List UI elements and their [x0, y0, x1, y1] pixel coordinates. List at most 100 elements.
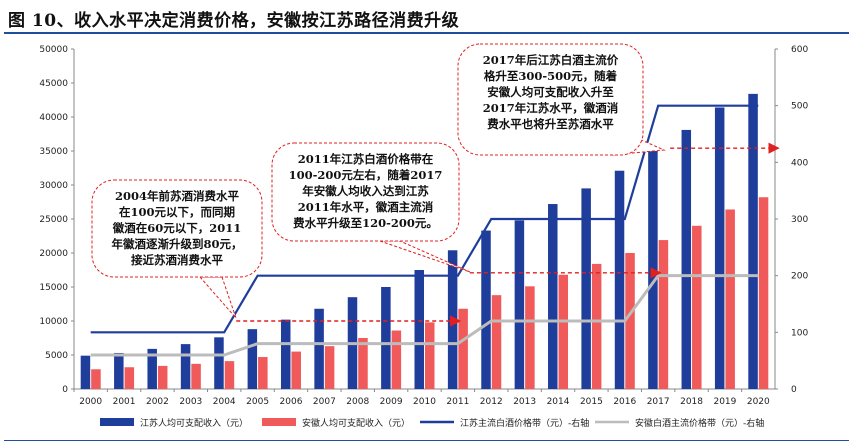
bar-anhui-income [224, 361, 235, 389]
legend-label: 安徽白酒主流价格带（元）-右轴 [635, 417, 764, 429]
callout-text-line: 格升至300-500元，随着 [484, 69, 617, 83]
bar-anhui-income [124, 367, 135, 389]
page-title: 图 10、收入水平决定消费价格，安徽按江苏路径消费升级 [8, 11, 460, 31]
callout-tail [198, 276, 237, 319]
callout-text-line: 在100元以下，而同期 [119, 205, 235, 219]
bar-anhui-income [525, 286, 535, 389]
bar-anhui-income [491, 295, 502, 389]
x-axis-tick-label: 2003 [179, 397, 202, 407]
callout-text-line: 徽酒在60元以下，2011 [112, 221, 242, 235]
bar-jiangsu-income [247, 329, 258, 389]
left-axis-tick-label: 40000 [39, 113, 68, 123]
bar-anhui-income [324, 346, 335, 389]
bar-jiangsu-income [648, 151, 658, 389]
title-rule [4, 32, 849, 34]
left-axis-tick-label: 35000 [39, 147, 68, 157]
legend-label: 江苏主流白酒价格带（元）-右轴 [460, 417, 589, 429]
bar-anhui-income [625, 253, 635, 389]
x-axis-tick-label: 2020 [747, 397, 770, 407]
bar-anhui-income [291, 351, 301, 389]
callout-text-line: 100-200元左右，随着2017 [289, 168, 443, 182]
bar-jiangsu-income [147, 348, 157, 389]
callout-text-line: 费水平也将升至苏酒水平 [487, 117, 614, 131]
legend-swatch-bar [262, 418, 296, 426]
callout-text-line: 安徽人均可支配收入升至 [487, 85, 614, 99]
bar-jiangsu-income [514, 220, 525, 389]
x-axis-tick-label: 2015 [580, 397, 603, 407]
bottom-rule [4, 440, 849, 441]
left-axis-tick-label: 20000 [39, 249, 68, 259]
bar-jiangsu-income [214, 337, 224, 389]
x-axis-tick-label: 2008 [346, 397, 369, 407]
right-axis-tick-label: 100 [791, 328, 808, 338]
bar-anhui-income [458, 308, 468, 389]
x-axis-tick-label: 2009 [380, 397, 403, 407]
bar-anhui-income [191, 363, 201, 389]
left-axis-tick-label: 5000 [45, 351, 68, 361]
bar-jiangsu-income [581, 188, 591, 389]
legend-item: 江苏人均可支配收入（元） [100, 417, 248, 429]
bar-anhui-income [358, 338, 368, 389]
callout-text-line: 年安徽人均收入达到江苏 [302, 184, 429, 198]
legend-item: 安徽人均可支配收入（元） [262, 417, 410, 429]
bar-jiangsu-income [381, 287, 391, 389]
callout-text-line: 2011年江苏白酒价格带在 [298, 152, 434, 166]
x-axis-tick-label: 2005 [246, 397, 269, 407]
x-axis-tick-label: 2018 [680, 397, 703, 407]
left-axis-tick-label: 10000 [39, 317, 68, 327]
legend-label: 安徽人均可支配收入（元） [302, 417, 410, 429]
legend-swatch-bar [100, 418, 134, 426]
bar-jiangsu-income [180, 344, 191, 389]
right-axis-tick-label: 400 [791, 158, 808, 168]
legend-item: 安徽白酒主流价格带（元）-右轴 [595, 417, 764, 429]
bar-anhui-income [758, 197, 769, 389]
right-axis-tick-label: 500 [791, 102, 808, 112]
bar-anhui-income [157, 365, 168, 389]
left-axis-tick-label: 15000 [39, 283, 68, 293]
x-axis-tick-label: 2007 [313, 397, 336, 407]
callout-text-line: 2011年水平，徽酒主流消 [298, 200, 434, 214]
right-axis-tick-label: 0 [791, 385, 797, 395]
x-axis-tick-label: 2011 [446, 397, 469, 407]
x-axis-tick-label: 2000 [79, 397, 102, 407]
x-axis-tick-label: 2017 [647, 397, 670, 407]
bar-jiangsu-income [314, 308, 324, 389]
x-axis-tick-label: 2014 [547, 397, 570, 407]
bar-anhui-income [658, 240, 669, 389]
bar-anhui-income [425, 322, 435, 389]
left-axis-tick-label: 0 [62, 385, 68, 395]
left-axis-tick-label: 30000 [39, 181, 68, 191]
line-anhui-price [90, 274, 759, 357]
x-axis-tick-label: 2019 [713, 397, 736, 407]
callout-text-line: 费水平升级至120-200元。 [293, 216, 438, 230]
callout-box [91, 179, 263, 278]
bar-anhui-income [692, 225, 702, 389]
bar-jiangsu-income [614, 170, 625, 389]
bar-anhui-income [391, 330, 402, 389]
legend-label: 江苏人均可支配收入（元） [140, 417, 248, 429]
left-axis-tick-label: 25000 [39, 215, 68, 225]
bar-jiangsu-income [114, 352, 124, 389]
left-axis-tick-label: 45000 [39, 79, 68, 89]
x-axis-tick-label: 2002 [146, 397, 169, 407]
bar-anhui-income [591, 263, 602, 389]
callout-text-line: 2017年江苏水平，徽酒消 [483, 101, 619, 115]
bar-jiangsu-income [548, 204, 558, 389]
callout-c2: 2011年江苏白酒价格带在 100-200元左右，随着2017 年安徽人均收入达到江… [271, 142, 471, 273]
bar-jiangsu-income [481, 230, 491, 389]
callout-text-line: 2004年前苏酒消费水平 [115, 189, 240, 203]
bar-jiangsu-income [714, 107, 725, 389]
legend-item: 江苏主流白酒价格带（元）-右轴 [420, 417, 589, 429]
bar-jiangsu-income [414, 270, 424, 389]
bar-anhui-income [725, 209, 735, 389]
right-axis-tick-label: 600 [791, 45, 808, 55]
callout-text-line: 接近苏酒消费水平 [131, 253, 223, 267]
x-axis-tick-label: 2006 [280, 397, 303, 407]
x-axis-tick-label: 2013 [513, 397, 536, 407]
bar-anhui-income [258, 357, 268, 389]
callout-text-line: 年徽酒逐渐升级到80元， [111, 237, 242, 251]
callout-text-line: 2017年后江苏白酒主流价 [483, 53, 619, 67]
callout-box [457, 43, 644, 156]
